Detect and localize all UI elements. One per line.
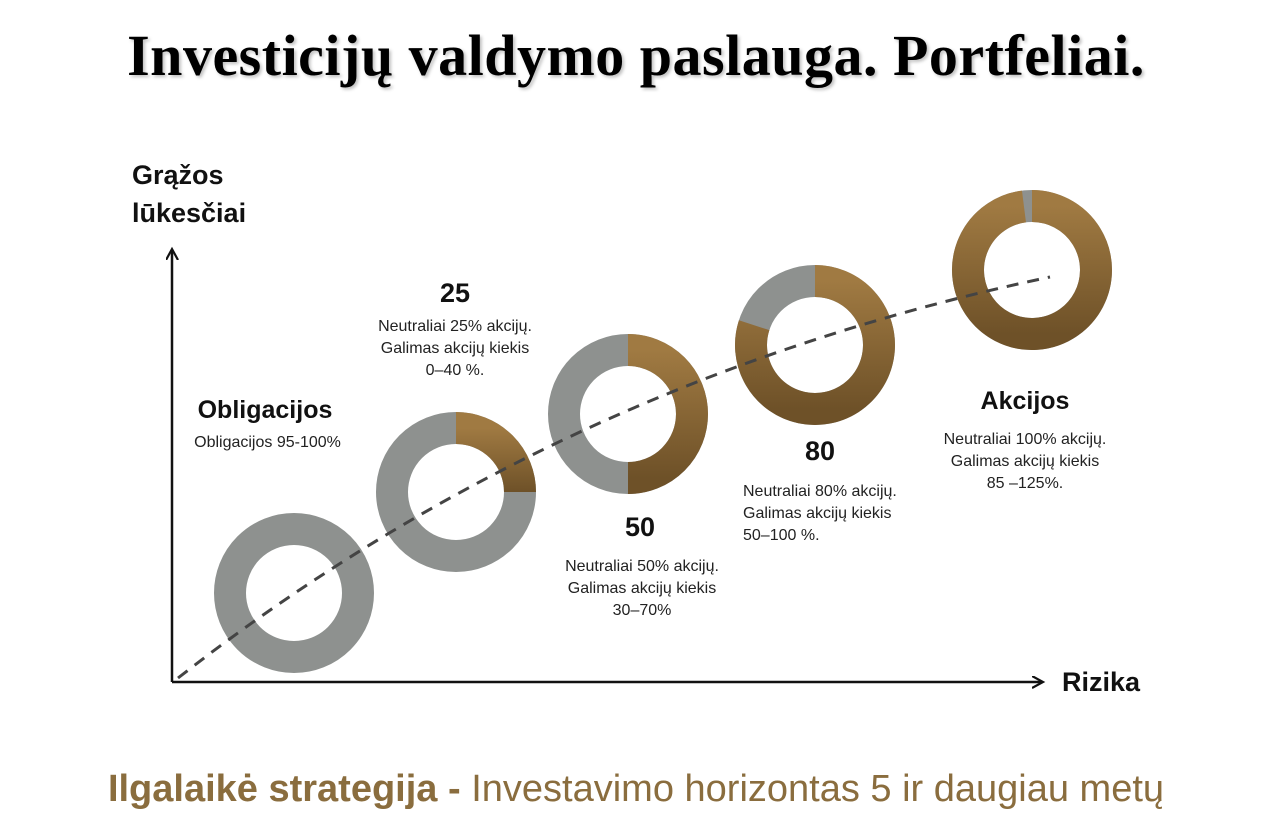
donut-stock-share [735, 265, 895, 425]
desc-line: Galimas akcijų kiekis [950, 453, 1100, 470]
portfolio-bonds-desc: Obligacijos 95-100% [180, 432, 355, 454]
donut-stocks [952, 190, 1112, 350]
desc-line: Neutraliai 50% akcijų. [565, 558, 719, 575]
y-axis-label: Grąžos lūkesčiai [132, 156, 246, 232]
desc-line: 85 –125%. [986, 475, 1064, 492]
footer-rest: Investavimo horizontas 5 ir daugiau metų [471, 768, 1165, 810]
desc-line: Galimas akcijų kiekis [567, 580, 717, 597]
desc-line: 50–100 %. [743, 527, 820, 544]
donut-stock-share [627, 334, 708, 494]
donut-80 [735, 265, 895, 425]
donut-bonds [214, 513, 374, 673]
portfolio-bonds-title: Obligacijos [197, 396, 333, 424]
desc-line: Neutraliai 100% akcijų. [943, 431, 1107, 448]
portfolio-25-desc: Neutraliai 25% akcijų. Galimas akcijų ki… [350, 316, 560, 382]
donut-stock-share [455, 412, 536, 493]
portfolio-stocks-desc: Neutraliai 100% akcijų. Galimas akcijų k… [920, 429, 1130, 495]
portfolio-stocks-title: Akcijos [980, 387, 1070, 415]
desc-line: Neutraliai 80% akcijų. [743, 483, 897, 500]
desc-line: 30–70% [612, 602, 672, 619]
desc-line: Obligacijos 95-100% [194, 434, 341, 451]
footer-bold: Ilgalaikė strategija - [107, 768, 461, 810]
y-axis-label-line1: Grąžos [132, 160, 224, 190]
portfolio-50-title: 50 [624, 512, 656, 542]
portfolio-80-title: 80 [804, 436, 836, 466]
donut-stock-share [952, 190, 1112, 350]
donut-25 [376, 412, 536, 572]
portfolio-50-desc: Neutraliai 50% akcijų. Galimas akcijų ki… [537, 556, 747, 622]
y-axis-label-line2: lūkesčiai [132, 198, 247, 228]
footer-strategy: Ilgalaikė strategija - Investavimo horiz… [0, 768, 1272, 811]
donut-bond-share [214, 513, 374, 673]
donut-50 [548, 334, 708, 494]
desc-line: Galimas akcijų kiekis [380, 340, 530, 357]
desc-line: Neutraliai 25% akcijų. [378, 318, 532, 335]
page-title: Investicijų valdymo paslauga. Portfeliai… [127, 23, 1145, 88]
portfolio-80-desc: Neutraliai 80% akcijų. Galimas akcijų ki… [743, 481, 943, 547]
x-axis-label: Rizika [1062, 667, 1141, 697]
portfolio-25-title: 25 [439, 278, 471, 308]
trend-line [177, 275, 1051, 680]
desc-line: 0–40 %. [425, 362, 485, 379]
desc-line: Galimas akcijų kiekis [743, 505, 892, 522]
